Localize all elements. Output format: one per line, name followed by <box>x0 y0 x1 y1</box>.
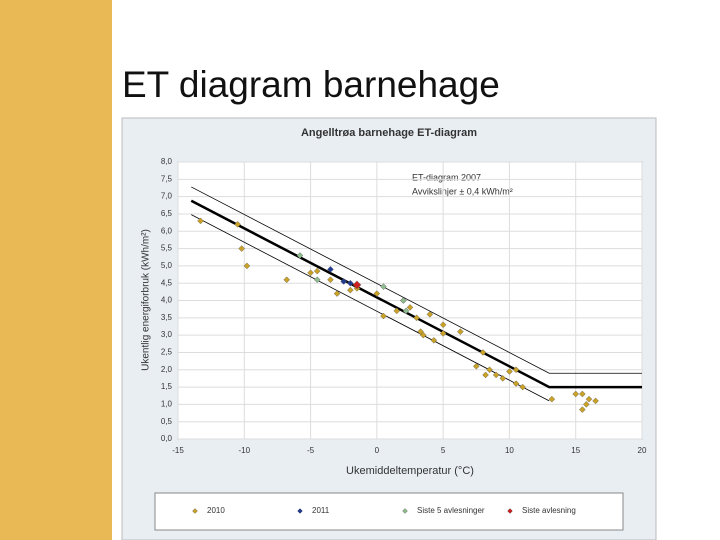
y-tick-label: 0,5 <box>161 417 173 426</box>
x-axis-label: Ukemiddeltemperatur (°C) <box>346 465 474 477</box>
point <box>519 383 526 391</box>
point <box>430 337 438 344</box>
x-tick-label: -10 <box>239 446 251 455</box>
y-tick-label: 0,0 <box>161 434 173 443</box>
legend-marker <box>297 508 303 514</box>
point <box>439 321 447 329</box>
point <box>352 280 362 290</box>
chart-title: Angelltrøa barnehage ET-diagram <box>301 127 477 139</box>
x-tick-label: 15 <box>571 446 580 455</box>
y-tick-label: 5,5 <box>161 244 173 253</box>
legend <box>154 492 624 531</box>
point <box>313 276 321 284</box>
point <box>380 312 387 320</box>
point <box>400 297 407 304</box>
legend-marker <box>507 508 513 514</box>
point <box>373 290 381 297</box>
point <box>512 366 520 374</box>
point <box>197 217 204 225</box>
point <box>307 269 314 277</box>
point <box>333 290 341 297</box>
point <box>486 366 493 374</box>
legend-marker <box>192 508 198 514</box>
point <box>296 252 304 259</box>
annotation: ET-diagram 2007 <box>412 172 481 182</box>
x-tick-label: -15 <box>172 446 184 455</box>
y-tick-label: 6,5 <box>161 209 173 218</box>
y-tick-label: 7,5 <box>161 174 173 183</box>
point <box>492 371 500 379</box>
y-tick-label: 4,5 <box>161 278 173 287</box>
slide-title: ET diagram barnehage <box>122 64 500 105</box>
point <box>238 245 245 252</box>
annotation: Avvikslinjer ± 0,4 kWh/m² <box>412 186 513 196</box>
legend-label: Siste avlesning <box>522 506 576 515</box>
et-line <box>191 186 642 374</box>
point <box>327 266 334 273</box>
legend-label: Siste 5 avlesninger <box>417 506 485 515</box>
y-tick-label: 2,5 <box>161 348 173 357</box>
point <box>380 283 387 290</box>
point <box>579 406 586 413</box>
point <box>482 371 489 379</box>
point <box>406 304 414 311</box>
point <box>585 395 593 403</box>
point <box>393 307 401 315</box>
y-tick-label: 4,0 <box>161 296 173 305</box>
x-tick-label: 5 <box>441 446 446 455</box>
x-tick-label: 0 <box>375 446 380 455</box>
x-tick-label: -5 <box>307 446 315 455</box>
y-tick-label: 1,0 <box>161 399 173 408</box>
point <box>426 311 434 318</box>
x-tick-label: 10 <box>505 446 514 455</box>
y-tick-label: 2,0 <box>161 365 173 374</box>
point <box>572 390 579 398</box>
point <box>592 397 599 405</box>
decor-strip <box>0 0 112 540</box>
point <box>402 307 410 315</box>
y-tick-label: 3,5 <box>161 313 173 322</box>
y-tick-label: 3,0 <box>161 330 173 339</box>
x-tick-label: 20 <box>638 446 647 455</box>
y-axis-label: Ukentlig energiforbruk (kWh/m²) <box>141 229 152 371</box>
legend-label: 2010 <box>207 506 225 515</box>
et-line <box>190 199 642 389</box>
point <box>548 395 556 403</box>
point <box>512 380 520 387</box>
y-tick-label: 8,0 <box>161 157 173 166</box>
legend-marker <box>402 508 408 514</box>
point <box>439 330 447 337</box>
point <box>479 349 487 356</box>
y-tick-label: 6,0 <box>161 226 173 235</box>
point <box>499 375 507 382</box>
y-tick-label: 5,0 <box>161 261 173 270</box>
point <box>473 363 480 370</box>
point <box>327 276 334 284</box>
point <box>243 262 251 270</box>
point <box>283 276 290 284</box>
point <box>347 279 354 287</box>
point <box>506 368 513 375</box>
point <box>457 328 464 335</box>
point <box>419 331 427 339</box>
point <box>313 267 321 275</box>
point <box>340 278 347 285</box>
point <box>583 401 590 408</box>
legend-label: 2011 <box>312 506 330 515</box>
y-tick-label: 1,5 <box>161 382 173 391</box>
point <box>234 221 241 228</box>
point <box>413 314 420 322</box>
y-tick-label: 7,0 <box>161 192 173 201</box>
point <box>347 286 354 294</box>
point <box>579 390 586 398</box>
